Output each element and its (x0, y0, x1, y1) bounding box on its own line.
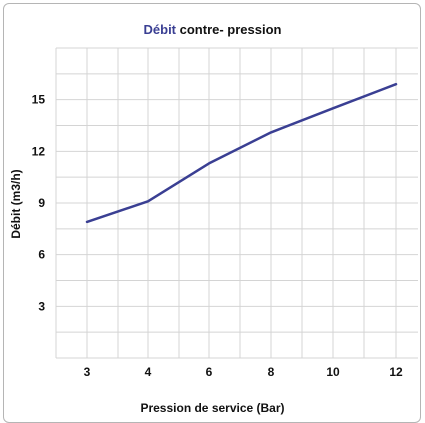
y-tick-label: 15 (32, 93, 46, 107)
y-tick-label: 6 (38, 248, 45, 262)
x-tick-label: 6 (206, 365, 213, 379)
chart-title-highlight: Débit (143, 22, 177, 37)
chart-title-rest: contre- pression (176, 22, 282, 37)
x-tick-label: 3 (84, 365, 91, 379)
y-tick-label: 12 (32, 144, 46, 158)
series-line (85, 82, 398, 224)
x-tick-label: 4 (145, 365, 152, 379)
x-tick-label: 12 (389, 365, 403, 379)
y-tick-label: 9 (38, 196, 45, 210)
y-tick-label: 3 (38, 299, 45, 313)
x-axis-label: Pression de service (Bar) (140, 401, 285, 415)
x-tick-label: 8 (268, 365, 275, 379)
x-tick-label: 10 (326, 365, 340, 379)
chart-title: Débit contre- pression (0, 22, 425, 37)
